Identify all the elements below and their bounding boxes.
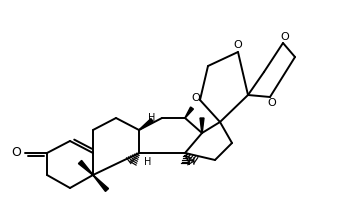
Polygon shape <box>139 119 153 130</box>
Text: O: O <box>268 98 276 108</box>
Polygon shape <box>200 118 204 133</box>
Text: O: O <box>234 40 242 50</box>
Text: O: O <box>281 32 289 42</box>
Text: H: H <box>188 157 196 167</box>
Text: H: H <box>148 113 156 123</box>
Polygon shape <box>93 175 108 191</box>
Polygon shape <box>185 107 193 118</box>
Text: H: H <box>144 157 152 167</box>
Polygon shape <box>78 161 93 175</box>
Text: O: O <box>11 147 21 159</box>
Text: O: O <box>192 93 200 103</box>
